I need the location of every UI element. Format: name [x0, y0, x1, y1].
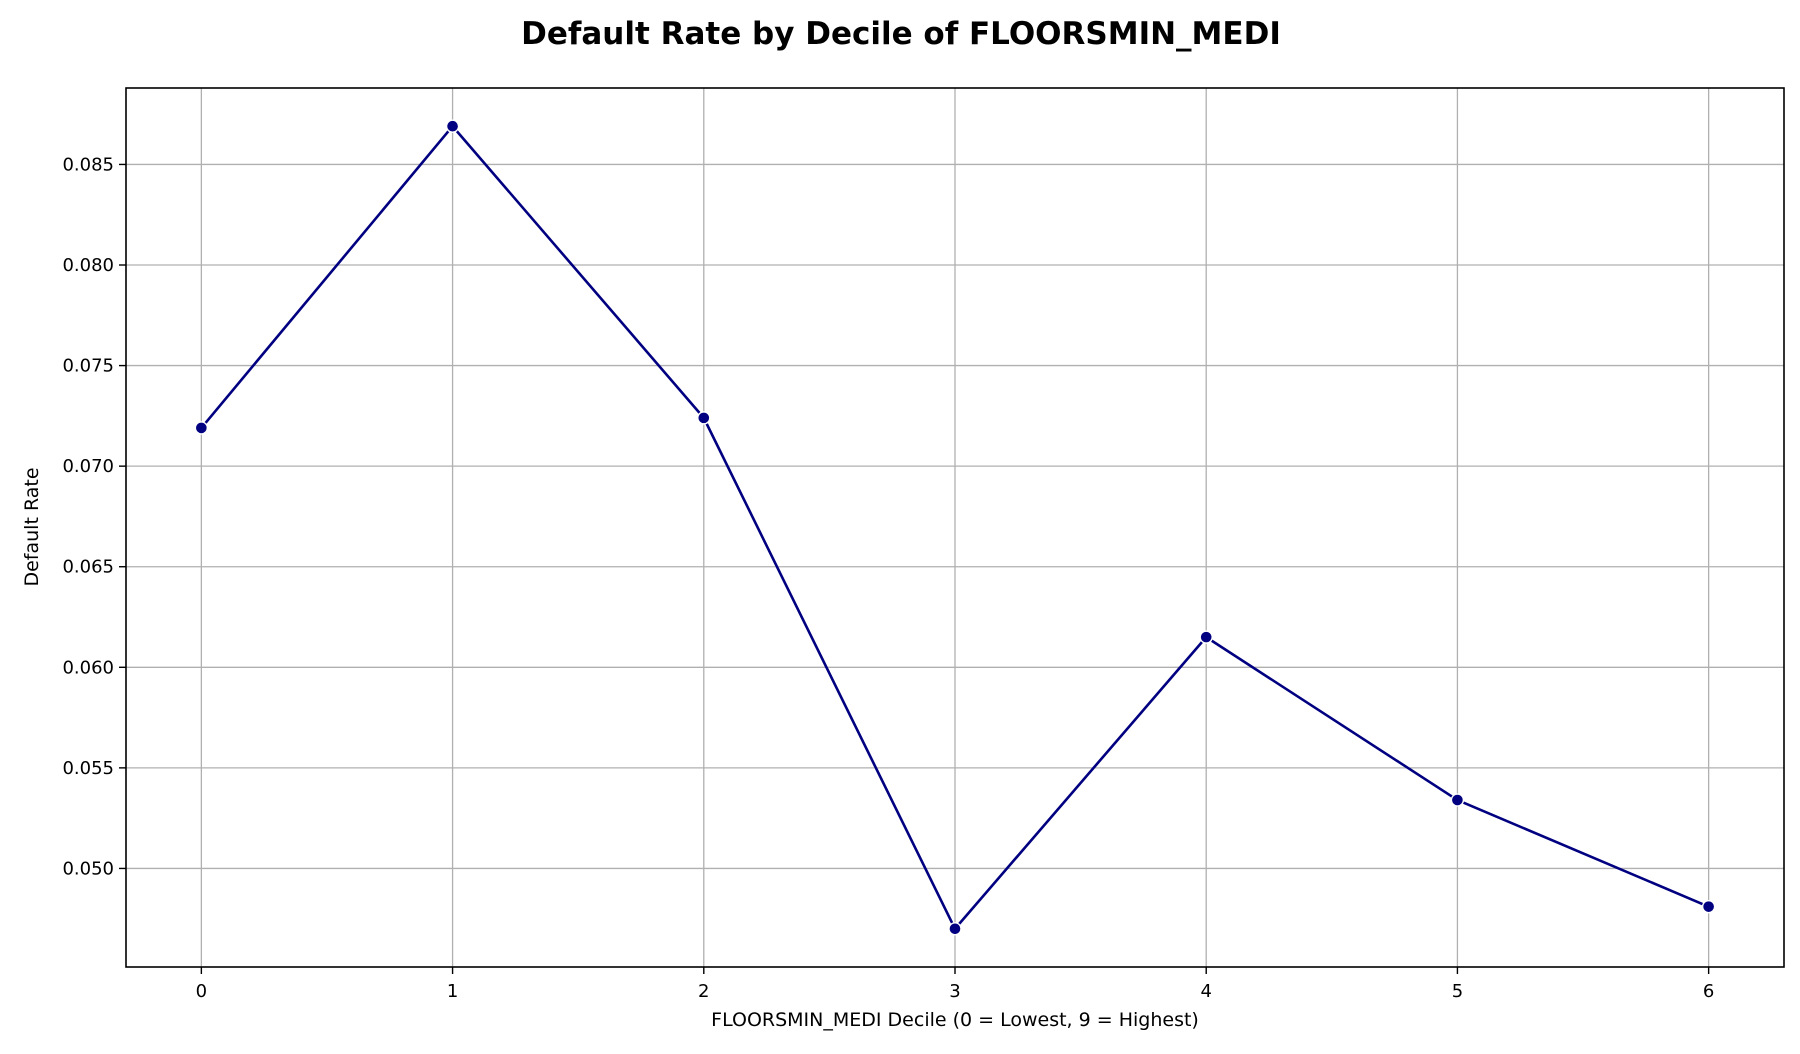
x-tick-label: 3 [949, 981, 960, 1002]
data-point-marker [1450, 793, 1465, 807]
x-axis-ticks: 0 1 2 3 4 5 6 [196, 967, 1714, 1002]
y-tick-label: 0.060 [62, 657, 114, 678]
grid-lines [126, 88, 1784, 967]
chart-title: Default Rate by Decile of FLOORSMIN_MEDI [521, 16, 1281, 52]
y-tick-label: 0.065 [62, 557, 114, 578]
x-tick-label: 2 [698, 981, 709, 1002]
data-point-marker [1701, 899, 1716, 914]
y-tick-label: 0.070 [62, 456, 114, 477]
y-tick-label: 0.080 [62, 255, 114, 276]
data-point-marker [697, 411, 711, 425]
y-tick-label: 0.085 [62, 154, 114, 175]
data-point-marker [1199, 630, 1213, 644]
data-point-marker [194, 421, 209, 435]
x-tick-label: 5 [1452, 981, 1463, 1002]
y-tick-label: 0.075 [62, 356, 114, 377]
y-tick-label: 0.050 [62, 858, 114, 879]
y-tick-label: 0.055 [62, 758, 114, 779]
data-series [194, 119, 1716, 936]
y-axis-ticks: 0.050 0.055 0.060 0.065 0.070 0.075 0.080 0.085 [62, 154, 126, 879]
x-axis-label: FLOORSMIN_MEDI Decile (0 = Lowest, 9 = H… [711, 1009, 1199, 1031]
x-tick-label: 4 [1200, 981, 1211, 1002]
x-tick-label: 6 [1703, 981, 1714, 1002]
x-tick-label: 1 [447, 981, 458, 1002]
x-tick-label: 0 [196, 981, 207, 1002]
data-point-marker [948, 922, 962, 936]
data-point-marker [445, 119, 460, 133]
y-axis-label: Default Rate [21, 467, 43, 586]
